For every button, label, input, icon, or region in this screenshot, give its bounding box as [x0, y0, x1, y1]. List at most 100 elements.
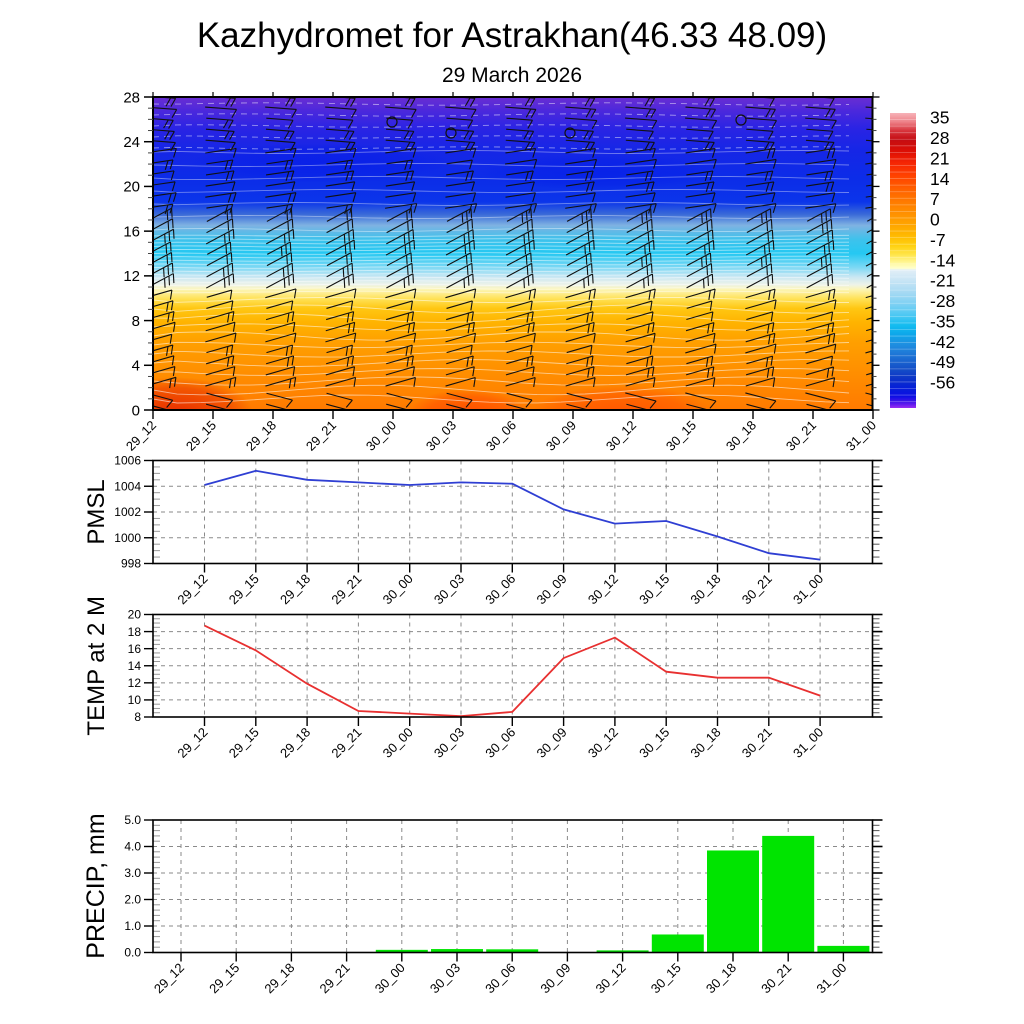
precip-panel: 0.0 1.0 2.0 3.0 4.0 5.0 29_12 29_15 29_18 29_21 30…	[82, 813, 883, 996]
svg-text:10: 10	[128, 693, 142, 707]
svg-text:-42: -42	[930, 332, 955, 352]
svg-text:29_15: 29_15	[206, 960, 242, 996]
svg-text:4: 4	[132, 358, 140, 375]
temp-axis-title: TEMP at 2 M	[83, 596, 110, 736]
svg-text:4.0: 4.0	[124, 840, 141, 854]
svg-text:30_15: 30_15	[648, 960, 684, 996]
svg-text:TEMP at 2 M: TEMP at 2 M	[83, 596, 110, 736]
svg-text:14: 14	[128, 659, 142, 673]
upper-y-axis: 0 4 8 12 16 20 24 28	[123, 89, 880, 419]
svg-text:30_00: 30_00	[380, 725, 416, 761]
temp-line	[204, 624, 821, 718]
temp2m-panel-time-axis: 29_12 29_15 29_18 29_21 30_00 30_03 30_06 30_09…	[174, 717, 826, 761]
svg-text:29_18: 29_18	[277, 571, 313, 607]
precip-panel-time-axis: 29_12 29_15 29_18 29_21 30_00 30_03 30_06 30_09…	[151, 952, 850, 996]
contour-lines	[153, 102, 850, 404]
svg-text:30_00: 30_00	[380, 571, 416, 607]
svg-text:30_18: 30_18	[687, 571, 723, 607]
svg-text:2.0: 2.0	[124, 893, 141, 907]
svg-text:PRECIP, mm: PRECIP, mm	[82, 813, 110, 958]
svg-text:35: 35	[930, 108, 949, 128]
svg-text:-14: -14	[930, 250, 956, 270]
svg-text:29_12: 29_12	[174, 571, 210, 607]
page-subtitle: 29 March 2026	[441, 64, 583, 87]
svg-text:29_12: 29_12	[151, 960, 187, 996]
svg-text:12: 12	[128, 676, 142, 690]
svg-text:-7: -7	[930, 230, 946, 250]
svg-text:30_09: 30_09	[537, 960, 573, 996]
svg-text:30_15: 30_15	[636, 571, 672, 607]
pmsl-panel-time-axis: 29_12 29_15 29_18 29_21 30_00 30_03 30_06 30_09…	[174, 563, 826, 607]
svg-text:30_03: 30_03	[427, 960, 463, 996]
svg-text:30_18: 30_18	[723, 418, 759, 454]
pmsl-line	[204, 469, 821, 561]
svg-text:14: 14	[930, 169, 950, 189]
svg-text:30_15: 30_15	[663, 418, 699, 454]
precip-bars	[375, 835, 870, 953]
svg-text:30_03: 30_03	[423, 418, 459, 454]
svg-text:30_03: 30_03	[431, 571, 467, 607]
svg-text:30_09: 30_09	[534, 571, 570, 607]
svg-text:30_21: 30_21	[758, 960, 794, 996]
svg-text:8: 8	[134, 710, 141, 724]
wind-barbs-layer	[153, 97, 873, 410]
svg-text:31_00: 31_00	[790, 725, 826, 761]
svg-text:3.0: 3.0	[124, 866, 141, 880]
svg-text:30_12: 30_12	[585, 725, 621, 761]
pmsl-axis-title: PMSL	[83, 479, 110, 544]
svg-text:0: 0	[132, 402, 140, 419]
svg-text:30_00: 30_00	[372, 960, 408, 996]
page-title: Kazhydromet for Astrakhan(46.33 48.09)	[196, 16, 828, 55]
svg-text:29_15: 29_15	[183, 418, 219, 454]
svg-text:29_21: 29_21	[317, 960, 353, 996]
svg-text:30_15: 30_15	[636, 725, 672, 761]
svg-text:29_18: 29_18	[261, 960, 297, 996]
svg-text:30_06: 30_06	[482, 725, 518, 761]
svg-text:18: 18	[128, 625, 142, 639]
svg-text:29_21: 29_21	[328, 571, 364, 607]
svg-text:29_12: 29_12	[174, 725, 210, 761]
svg-text:1000: 1000	[114, 531, 141, 545]
svg-text:1006: 1006	[114, 454, 141, 468]
svg-text:-21: -21	[930, 271, 955, 291]
svg-text:24: 24	[123, 134, 140, 151]
svg-text:29_12: 29_12	[123, 418, 159, 454]
svg-text:29_21: 29_21	[303, 418, 339, 454]
svg-text:8: 8	[132, 313, 140, 330]
svg-text:30_21: 30_21	[739, 571, 775, 607]
svg-text:30_21: 30_21	[739, 725, 775, 761]
svg-text:29_15: 29_15	[226, 725, 262, 761]
svg-text:30_21: 30_21	[783, 418, 819, 454]
svg-text:1002: 1002	[114, 505, 141, 519]
svg-text:30_18: 30_18	[687, 725, 723, 761]
svg-text:30_09: 30_09	[543, 418, 579, 454]
svg-text:-28: -28	[930, 291, 955, 311]
svg-text:29_18: 29_18	[277, 725, 313, 761]
svg-text:30_09: 30_09	[534, 725, 570, 761]
svg-text:-49: -49	[930, 352, 955, 372]
svg-text:16: 16	[123, 223, 140, 240]
svg-text:1004: 1004	[114, 479, 141, 493]
svg-text:20: 20	[128, 608, 142, 622]
svg-text:30_06: 30_06	[482, 571, 518, 607]
svg-text:30_06: 30_06	[483, 418, 519, 454]
svg-text:21: 21	[930, 148, 949, 168]
svg-text:30_03: 30_03	[431, 725, 467, 761]
svg-text:29_21: 29_21	[328, 725, 364, 761]
svg-text:12: 12	[123, 268, 140, 285]
temperature-height-panel: 0 4 8 12 16 20 24 28 29_12 29_15 29_18 29_21 30_00 30…	[123, 89, 880, 454]
svg-text:-56: -56	[930, 373, 955, 393]
svg-text:0: 0	[930, 210, 940, 230]
svg-text:28: 28	[930, 128, 949, 148]
svg-text:998: 998	[121, 557, 141, 571]
pmsl-panel: 998 1000 1002 1004 1006 29_12 29_15 29_18 29_21 3…	[83, 454, 883, 607]
svg-text:31_00: 31_00	[790, 571, 826, 607]
svg-text:0.0: 0.0	[124, 946, 141, 960]
svg-text:28: 28	[123, 89, 140, 106]
svg-text:30_06: 30_06	[482, 960, 518, 996]
svg-text:30_18: 30_18	[703, 960, 739, 996]
svg-text:29_18: 29_18	[243, 418, 279, 454]
svg-text:1.0: 1.0	[124, 919, 141, 933]
